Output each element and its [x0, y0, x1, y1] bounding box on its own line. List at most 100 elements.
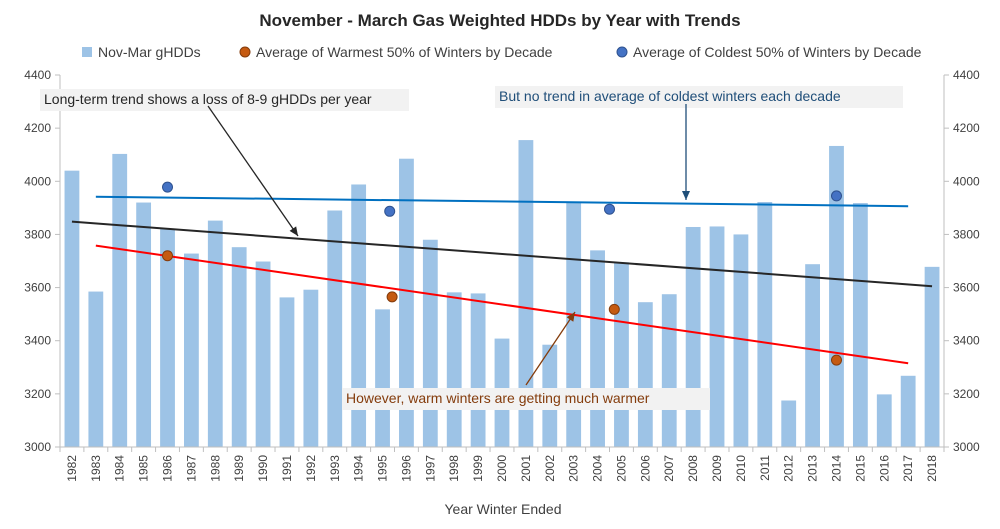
trendlines-group: [71, 195, 933, 365]
y-tick-label-right: 4200: [953, 121, 980, 135]
bar-1993: [327, 210, 343, 447]
x-axis-title: Year Winter Ended: [445, 501, 562, 517]
x-tick-label-2008: 2008: [686, 455, 700, 482]
bar-1992: [303, 289, 319, 447]
bar-2008: [685, 226, 701, 447]
x-tick-label-2013: 2013: [806, 455, 820, 482]
x-tick-label-1984: 1984: [113, 455, 127, 482]
axes-group: 3000 3000 3200 3200 3400 3400 3600 3600 3800 3800…: [24, 68, 980, 482]
bar-2011: [757, 202, 773, 447]
y-tick-label-left: 4200: [24, 121, 51, 135]
y-tick-label-left: 3000: [24, 440, 51, 454]
x-tick-label-1985: 1985: [137, 455, 151, 482]
coldest-point-2005: [604, 203, 616, 215]
annotation-box-no-trend: [495, 86, 903, 108]
x-tick-label-1996: 1996: [399, 455, 413, 482]
x-tick-label-2004: 2004: [591, 455, 605, 482]
y-tick-label-right: 3800: [953, 227, 980, 241]
y-tick-label-right: 3200: [953, 387, 980, 401]
x-tick-label-1995: 1995: [376, 455, 390, 482]
bar-1987: [184, 253, 199, 447]
bar-1983: [88, 291, 104, 447]
x-tick-label-1990: 1990: [256, 455, 270, 482]
bar-1994: [351, 184, 367, 447]
bar-2010: [733, 234, 749, 447]
y-tick-label-left: 3800: [24, 227, 51, 241]
x-tick-label-1999: 1999: [471, 455, 485, 482]
x-tick-label-2017: 2017: [901, 455, 915, 482]
y-tick-label-left: 3200: [24, 387, 51, 401]
bar-2016: [876, 394, 892, 447]
x-tick-label-1997: 1997: [423, 455, 437, 482]
bar-1988: [207, 220, 223, 447]
x-tick-label-2005: 2005: [614, 455, 628, 482]
bar-2007: [661, 294, 677, 447]
bar-2005: [614, 262, 629, 447]
coldest-point-2014: [830, 190, 842, 202]
bar-1996: [399, 158, 414, 447]
x-tick-label-2011: 2011: [758, 455, 772, 481]
x-tick-label-1989: 1989: [232, 455, 246, 482]
x-tick-label-2016: 2016: [877, 455, 891, 482]
trendline-all: [71, 220, 933, 288]
annotation-arrowhead-long-term: [289, 226, 298, 236]
legend-label-warmest: Average of Warmest 50% of Winters by Dec…: [256, 44, 553, 60]
legend-marker-bars: [82, 47, 92, 57]
y-tick-label-right: 3000: [953, 440, 980, 454]
bar-1999: [470, 293, 486, 447]
chart-title: November - March Gas Weighted HDDs by Ye…: [259, 11, 740, 30]
x-tick-label-1987: 1987: [184, 455, 198, 482]
bar-1986: [160, 228, 175, 447]
x-tick-label-1994: 1994: [352, 455, 366, 482]
legend-label-coldest: Average of Coldest 50% of Winters by Dec…: [633, 44, 922, 60]
bar-2009: [709, 226, 725, 447]
bar-1982: [64, 170, 80, 447]
x-tick-label-2007: 2007: [662, 455, 676, 482]
legend-label-bars: Nov-Mar gHDDs: [98, 44, 201, 60]
x-tick-label-1988: 1988: [208, 455, 222, 482]
bar-1984: [112, 153, 128, 448]
bar-2003: [566, 202, 582, 447]
x-tick-label-2002: 2002: [543, 455, 557, 482]
x-tick-label-1982: 1982: [65, 455, 79, 482]
x-tick-label-1998: 1998: [447, 455, 461, 482]
legend: Nov-Mar gHDDs Average of Warmest 50% of W…: [82, 44, 922, 60]
y-tick-label-left: 3600: [24, 281, 51, 295]
legend-marker-coldest: [616, 46, 628, 58]
x-tick-label-2018: 2018: [925, 455, 939, 482]
annotation-arrow-warm-warmer: [525, 311, 576, 386]
warmest-point-2014: [830, 354, 842, 366]
bar-2013: [805, 264, 820, 447]
x-tick-label-1991: 1991: [280, 455, 294, 482]
annotation-arrowhead-warm-warmer: [566, 312, 575, 322]
y-tick-label-left: 4000: [24, 174, 51, 188]
bar-2006: [637, 302, 653, 447]
x-tick-label-2009: 2009: [710, 455, 724, 482]
bar-1990: [255, 261, 271, 447]
warmest-point-2005: [608, 303, 620, 315]
y-tick-label-left: 4400: [24, 68, 51, 82]
x-tick-label-2015: 2015: [853, 455, 867, 482]
warmest-point-1995: [386, 291, 398, 303]
x-tick-label-1992: 1992: [304, 455, 318, 482]
bar-2015: [852, 203, 868, 447]
bar-1991: [279, 297, 295, 447]
coldest-point-1995: [384, 205, 396, 217]
points-group: [162, 181, 842, 366]
annotation-box-warm-warmer: [342, 388, 710, 410]
x-tick-label-1986: 1986: [161, 455, 175, 482]
annotation-arrow-long-term: [207, 105, 299, 237]
annotation-text-long-term: Long-term trend shows a loss of 8-9 gHDD…: [44, 91, 372, 107]
x-tick-label-2003: 2003: [567, 455, 581, 482]
annotation-text-no-trend: But no trend in average of coldest winte…: [499, 88, 841, 104]
x-tick-label-2010: 2010: [734, 455, 748, 482]
bar-1998: [446, 292, 462, 447]
bar-2017: [900, 375, 916, 447]
y-tick-label-left: 3400: [24, 334, 51, 348]
bar-1995: [375, 309, 390, 447]
annotation-box-long-term: [40, 89, 409, 111]
warmest-point-1986: [162, 250, 174, 262]
coldest-point-1986: [162, 181, 174, 193]
x-tick-label-1993: 1993: [328, 455, 342, 482]
